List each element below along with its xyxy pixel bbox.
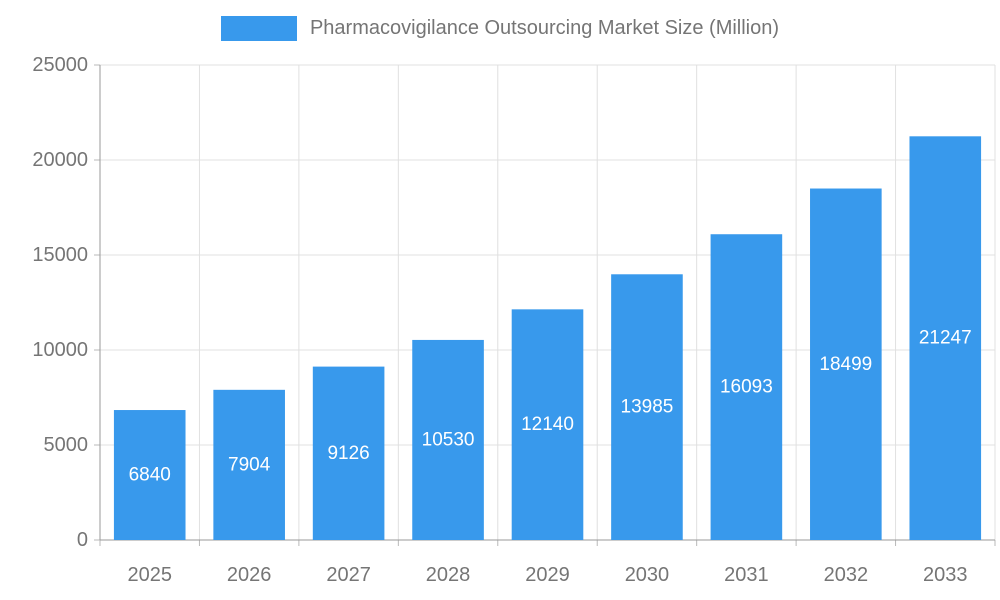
x-tick-label: 2032 <box>824 564 869 586</box>
bar-value-label: 7904 <box>228 454 271 475</box>
bar-value-label: 6840 <box>129 465 171 486</box>
bar-value-label: 13985 <box>621 397 674 418</box>
y-tick-label: 20000 <box>32 149 88 171</box>
x-tick-label: 2028 <box>426 564 471 586</box>
y-tick-label: 0 <box>77 529 88 551</box>
bar-value-label: 9126 <box>327 443 369 464</box>
bar-value-label: 12140 <box>521 414 574 435</box>
bar-value-label: 18499 <box>819 354 872 375</box>
bar[interactable] <box>909 136 982 540</box>
x-tick-label: 2027 <box>326 564 371 586</box>
y-tick-label: 5000 <box>44 434 89 456</box>
x-tick-label: 2030 <box>625 564 670 586</box>
x-tick-label: 2025 <box>127 564 172 586</box>
x-tick-label: 2031 <box>724 564 769 586</box>
bar[interactable] <box>412 339 484 540</box>
bar-value-label: 10530 <box>422 429 475 450</box>
x-tick-label: 2026 <box>227 564 272 586</box>
bar-value-label: 21247 <box>919 328 972 349</box>
bar[interactable] <box>810 188 882 541</box>
bar[interactable] <box>312 366 385 540</box>
bar[interactable] <box>611 274 683 540</box>
bar[interactable] <box>511 309 584 540</box>
bar[interactable] <box>113 410 186 540</box>
bar[interactable] <box>213 389 285 540</box>
bar[interactable] <box>710 234 783 540</box>
bar-value-label: 16093 <box>720 377 773 398</box>
x-tick-label: 2029 <box>525 564 570 586</box>
y-tick-label: 10000 <box>32 339 88 361</box>
y-tick-label: 25000 <box>32 54 88 76</box>
y-tick-label: 15000 <box>32 244 88 266</box>
x-tick-label: 2033 <box>923 564 968 586</box>
